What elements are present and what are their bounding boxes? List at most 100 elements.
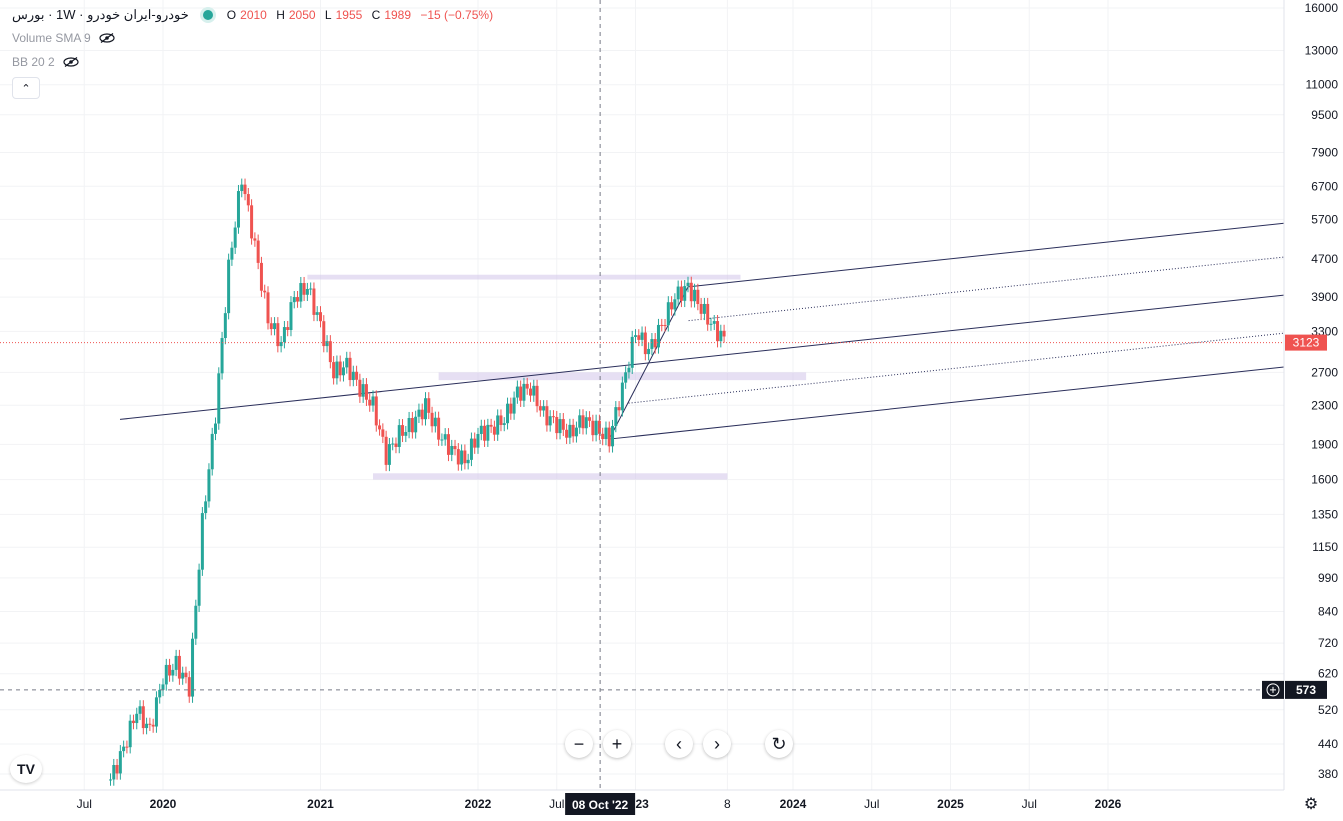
candle-body [614, 407, 618, 426]
candle-body [286, 327, 290, 330]
minus-icon: − [573, 733, 585, 754]
support-resistance-zone [307, 274, 741, 280]
reset-icon: ↻ [771, 733, 787, 754]
candle-body [109, 779, 112, 781]
candle [109, 773, 112, 786]
candle [312, 282, 316, 322]
candle-body [558, 419, 562, 434]
candle [601, 427, 605, 446]
crosshair-price-tag [1285, 680, 1327, 699]
reset-chart-button[interactable]: ↻ [765, 730, 793, 758]
candle [522, 377, 526, 407]
candle-body [305, 288, 309, 295]
candle [125, 740, 129, 754]
candle-body [483, 425, 487, 441]
candle-body [647, 348, 651, 355]
candle [410, 411, 414, 439]
hidden-eye-icon[interactable] [99, 33, 115, 43]
candle [496, 409, 500, 441]
candle [515, 380, 519, 404]
candle-body [204, 501, 208, 514]
zoom-in-button[interactable]: + [603, 730, 631, 758]
candle-body [440, 439, 444, 441]
candle-body [174, 655, 178, 670]
price-tick-label: 1350 [1311, 507, 1338, 521]
symbol-title[interactable]: خودرو-ایران خودرو · 1W · بورس [12, 7, 189, 22]
candle-body [151, 724, 155, 727]
candle [292, 291, 296, 309]
candle-body [574, 427, 578, 437]
candle [325, 335, 329, 353]
candle [650, 332, 654, 356]
time-tick-label: 2021 [307, 797, 334, 811]
candle-body [420, 409, 424, 420]
candle-body [456, 449, 460, 465]
candle-body [220, 338, 224, 374]
candle [466, 453, 470, 470]
candle [545, 400, 549, 432]
candle [479, 419, 483, 441]
candle [676, 280, 680, 306]
candle [643, 326, 647, 361]
price-tick-label: 380 [1318, 767, 1338, 781]
candle-body [282, 327, 286, 343]
candle [154, 691, 158, 733]
candle [588, 411, 592, 428]
candle-body [414, 416, 418, 433]
candle [551, 410, 555, 424]
candle-body [223, 313, 227, 339]
candle-body [210, 433, 214, 470]
indicator-volume-sma[interactable]: Volume SMA 9 [12, 31, 115, 45]
candle [250, 199, 254, 245]
zoom-out-button[interactable]: − [565, 730, 593, 758]
candle [296, 291, 300, 308]
candle [607, 421, 611, 453]
candle [689, 276, 693, 308]
candle [299, 276, 303, 308]
candle-body [581, 415, 585, 429]
candle-body [601, 433, 605, 440]
candle [253, 232, 257, 247]
candle [433, 411, 437, 433]
candle [289, 296, 293, 337]
candle [647, 342, 651, 361]
candle-body [555, 416, 559, 434]
candle-body [486, 424, 490, 441]
hidden-eye-icon[interactable] [63, 57, 79, 67]
candle [282, 321, 286, 349]
candle [656, 318, 660, 354]
candle-body [548, 416, 552, 426]
scroll-right-button[interactable]: › [703, 730, 731, 758]
candle-body [476, 433, 480, 448]
candle [424, 392, 427, 426]
candle-body [627, 367, 631, 373]
candle [666, 296, 670, 332]
candle-body [227, 259, 231, 314]
candle [456, 443, 460, 471]
candle-body [712, 321, 716, 324]
candle-body [545, 406, 549, 426]
candle-body [371, 396, 375, 406]
candle [683, 280, 687, 308]
candle [420, 403, 424, 426]
candle-body [246, 194, 250, 206]
candle-body [112, 765, 116, 780]
candle-body [630, 336, 634, 368]
scroll-left-button[interactable]: ‹ [665, 730, 693, 758]
candle-body [263, 290, 267, 293]
candle-body [154, 697, 158, 727]
collapse-legend-button[interactable]: ⌃ [12, 77, 40, 99]
candle [404, 425, 408, 443]
candle-body [689, 282, 693, 302]
candle-body [191, 638, 195, 697]
settings-button[interactable]: ⚙ [1302, 795, 1320, 813]
candle [581, 409, 585, 435]
candle [702, 297, 706, 321]
candle-body [194, 605, 198, 639]
candle-body [424, 398, 427, 420]
indicator-bollinger[interactable]: BB 20 2 [12, 55, 79, 69]
tradingview-logo[interactable]: TV [10, 755, 42, 783]
candle-body [506, 403, 510, 424]
candle [584, 411, 588, 435]
